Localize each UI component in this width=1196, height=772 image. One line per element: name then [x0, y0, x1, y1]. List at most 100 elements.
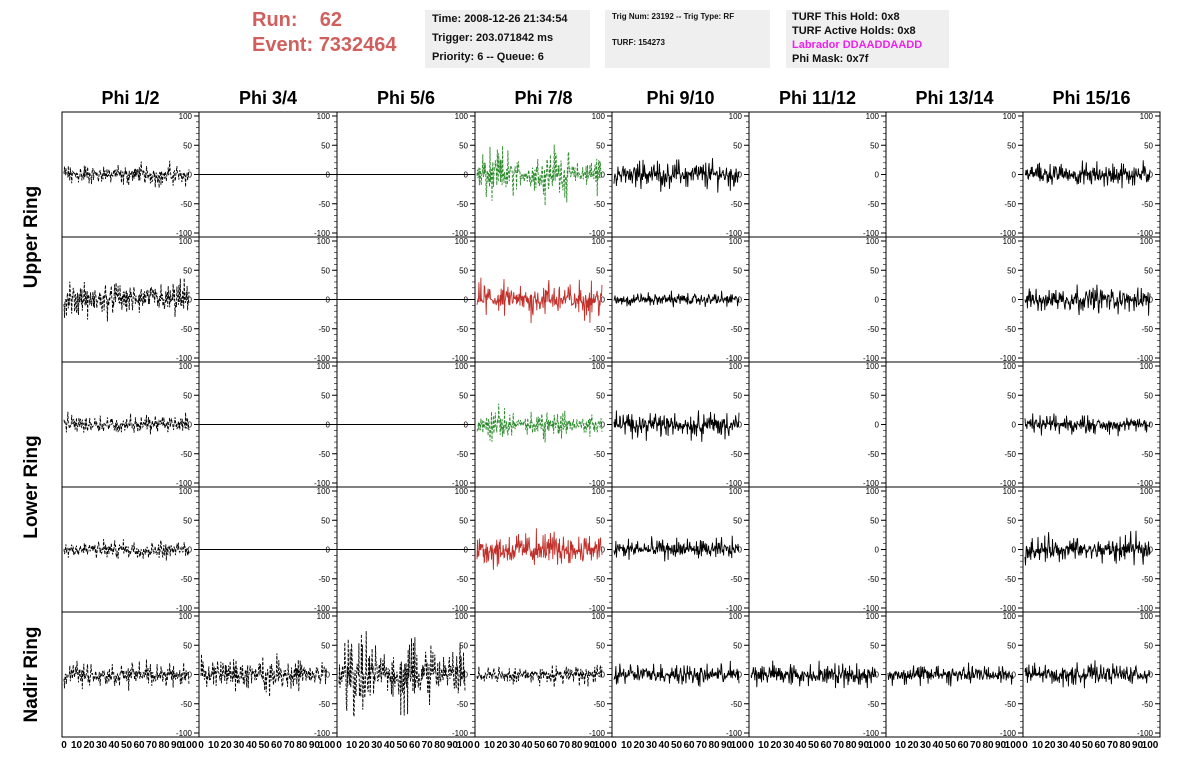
- waveform-trace: [476, 277, 603, 324]
- x-tick-label: 100: [319, 740, 336, 751]
- y-tick-label: -50: [593, 575, 605, 584]
- y-tick-label: -50: [730, 325, 742, 334]
- y-tick-label: -100: [1000, 604, 1017, 613]
- y-tick-label: 0: [188, 671, 193, 680]
- y-tick-label: 0: [1149, 296, 1154, 305]
- y-tick-label: 0: [601, 671, 606, 680]
- y-tick-label: 0: [1012, 671, 1017, 680]
- ring-label: Lower Ring: [21, 435, 42, 538]
- x-tick-label: 0: [474, 740, 480, 751]
- y-tick-label: 50: [1007, 641, 1016, 650]
- y-tick-label: -50: [593, 450, 605, 459]
- y-tick-label: 50: [183, 141, 192, 150]
- x-tick-label: 10: [621, 740, 633, 751]
- column-header: Phi 15/16: [1052, 88, 1130, 108]
- panel-frame: [885, 361, 1024, 488]
- y-tick-label: -100: [726, 479, 743, 488]
- waveform-trace: [63, 411, 190, 435]
- y-tick-label: -50: [180, 700, 192, 709]
- y-tick-label: 0: [188, 296, 193, 305]
- x-tick-label: 100: [594, 740, 611, 751]
- y-tick-label: 0: [601, 171, 606, 180]
- y-tick-label: 50: [321, 391, 330, 400]
- y-tick-label: -50: [1004, 325, 1016, 334]
- column-header: Phi 5/6: [377, 88, 435, 108]
- y-tick-label: 100: [317, 362, 331, 371]
- panel-frame: [748, 486, 887, 613]
- run-label: Run:: [252, 9, 298, 31]
- y-tick-label: 50: [1144, 141, 1153, 150]
- y-tick-label: -50: [318, 325, 330, 334]
- y-tick-label: 100: [179, 612, 193, 621]
- y-tick-label: -100: [1137, 354, 1154, 363]
- y-tick-label: 50: [733, 266, 742, 275]
- x-tick-label: 50: [121, 740, 133, 751]
- column-header: Phi 1/2: [101, 88, 159, 108]
- y-tick-label: -100: [314, 479, 331, 488]
- x-tick-label: 40: [108, 740, 120, 751]
- x-tick-label: 60: [546, 740, 558, 751]
- x-tick-label: 40: [932, 740, 944, 751]
- y-tick-label: 0: [601, 421, 606, 430]
- x-tick-label: 50: [534, 740, 546, 751]
- y-tick-label: 0: [1012, 546, 1017, 555]
- x-tick-label: 40: [795, 740, 807, 751]
- y-tick-label: 100: [317, 612, 331, 621]
- x-tick-label: 100: [1142, 740, 1159, 751]
- y-tick-label: 0: [875, 421, 880, 430]
- y-tick-label: 100: [592, 112, 606, 121]
- panel-frame: [748, 361, 887, 488]
- panel-frame: [885, 236, 1024, 363]
- y-tick-label: 50: [733, 141, 742, 150]
- y-tick-label: 50: [459, 266, 468, 275]
- x-tick-label: 40: [521, 740, 533, 751]
- y-tick-label: -50: [867, 575, 879, 584]
- waveform-trace: [1024, 660, 1151, 689]
- column-header: Phi 3/4: [239, 88, 297, 108]
- y-tick-label: -50: [1141, 325, 1153, 334]
- waveform-trace: [200, 653, 328, 697]
- y-tick-label: -50: [867, 200, 879, 209]
- y-tick-label: 50: [459, 641, 468, 650]
- y-tick-label: -50: [730, 450, 742, 459]
- x-tick-label: 90: [1132, 740, 1144, 751]
- y-tick-label: 50: [870, 641, 879, 650]
- x-tick-label: 60: [820, 740, 832, 751]
- panel-frame: [885, 111, 1024, 238]
- x-tick-label: 30: [509, 740, 521, 751]
- y-tick-label: -100: [726, 604, 743, 613]
- y-tick-label: -100: [1000, 354, 1017, 363]
- event-row: Event: 7332464: [252, 33, 397, 58]
- y-tick-label: -100: [726, 229, 743, 238]
- y-tick-label: -100: [314, 604, 331, 613]
- y-tick-label: 100: [729, 487, 743, 496]
- y-tick-label: 50: [183, 641, 192, 650]
- x-tick-label: 50: [1082, 740, 1094, 751]
- y-tick-label: -100: [452, 604, 469, 613]
- waveform-trace: [613, 158, 740, 193]
- trigger-text: Trigger: 203.071842 ms: [432, 32, 554, 44]
- x-tick-label: 80: [434, 740, 446, 751]
- y-tick-label: -50: [180, 450, 192, 459]
- y-tick-label: -50: [1004, 575, 1016, 584]
- y-tick-label: 100: [179, 112, 193, 121]
- y-tick-label: -50: [593, 325, 605, 334]
- time-text: Time: 2008-12-26 21:34:54: [432, 13, 568, 25]
- x-tick-label: 10: [71, 740, 83, 751]
- y-tick-label: -50: [180, 575, 192, 584]
- y-tick-label: 0: [875, 546, 880, 555]
- y-tick-label: 100: [455, 487, 469, 496]
- waveform-trace: [613, 290, 740, 308]
- x-tick-label: 20: [633, 740, 645, 751]
